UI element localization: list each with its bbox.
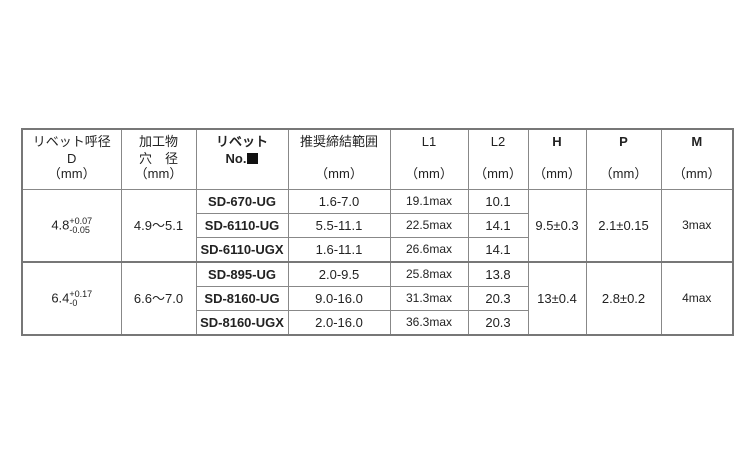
l1-value: 36.3max [389,310,469,336]
table-row: 6.4+0.17 -0 6.6～7.0 SD-895-UG 2.0-9.5 25.8max… [21,261,734,336]
l2-value: 10.1 [467,189,529,214]
header-h-label: H [552,134,562,149]
l2-value: 14.1 [467,213,529,238]
p-value: 2.8±0.2 [585,261,662,336]
header-m: M （mm） [660,128,734,190]
header-l1: L1 （mm） [389,128,469,190]
tolerance-plus: +0.17 [69,288,93,299]
l2-value: 20.3 [467,310,529,336]
grip-range: 5.5-11.1 [287,213,391,238]
header-hole-title: 加工物 [138,134,178,149]
l2-value: 20.3 [467,286,529,311]
rivet-model: SD-8160-UG [195,286,289,311]
table-row: SD-6110-UGX 1.6-11.1 26.6max 14.1 [22,237,733,263]
header-d-symbol: D [67,151,77,166]
l1-value: 26.6max [389,237,469,263]
header-l2-unit: （mm） [474,166,522,181]
header-rivet-title: リベット [215,134,268,149]
table-row: SD-6110-UG 5.5-11.1 22.5max 14.1 [22,213,733,238]
table-row: 4.8+0.07 -0.05 4.9～5.1 SD-670-UG 1.6-7.0 19.1… [21,189,734,263]
header-grip-title: 推奨締結範囲 [299,134,378,149]
hole-diameter: 4.9～5.1 [120,189,197,263]
header-row: リベット呼径 D （mm） 加工物穴 径（mm） リベット No. 推奨締結範囲 （mm… [21,128,734,190]
header-l2-label: L2 [490,134,506,149]
header-m-label: M [691,134,703,149]
l1-value: 25.8max [389,261,469,287]
rivet-model: SD-895-UG [195,261,289,287]
h-value: 13±0.4 [527,261,587,336]
header-hole: 加工物穴 径（mm） [120,128,197,190]
header-p-unit: （mm） [599,166,648,181]
header-hole-title2: 穴 径 [138,151,178,166]
header-l1-unit: （mm） [405,166,453,181]
grip-range: 9.0-16.0 [287,286,391,311]
l2-value: 14.1 [467,237,529,263]
tolerance: +0.17 -0 [69,288,93,308]
hole-diameter: 6.6～7.0 [120,261,197,336]
m-value: 3max [660,189,734,263]
square-icon [247,153,259,164]
header-p-label: P [619,134,628,149]
header-rivet-no: No. [225,151,247,166]
table-row: SD-8160-UGX 2.0-16.0 36.3max 20.3 [22,310,733,336]
l2-value: 13.8 [467,261,529,287]
header-m-unit: （mm） [672,166,721,181]
rivet-model: SD-8160-UGX [195,310,289,336]
rivet-model: SD-6110-UG [195,213,289,238]
l1-value: 22.5max [389,213,469,238]
m-value: 4max [660,261,734,336]
h-value: 9.5±0.3 [527,189,587,263]
tolerance-plus: +0.07 [69,215,93,226]
header-l1-label: L1 [421,134,437,149]
grip-range: 1.6-11.1 [287,237,391,263]
header-grip: 推奨締結範囲 （mm） [287,128,391,190]
l1-value: 31.3max [389,286,469,311]
header-h-unit: （mm） [533,166,581,181]
header-hole-unit: （mm） [134,166,183,181]
tolerance-minus: -0.05 [69,224,90,235]
header-p: P （mm） [585,128,662,190]
header-d: リベット呼径 D （mm） [21,128,122,190]
tolerance-minus: -0 [69,297,78,308]
header-h: H （mm） [527,128,587,190]
grip-range: 2.0-9.5 [287,261,391,287]
tolerance: +0.07 -0.05 [69,215,93,235]
rivet-model: SD-670-UG [195,189,289,214]
diameter-base: 6.4 [51,289,70,305]
nominal-diameter: 6.4+0.17 -0 [21,261,122,336]
p-value: 2.1±0.15 [585,189,662,263]
table-row: SD-8160-UG 9.0-16.0 31.3max 20.3 [22,286,733,311]
l1-value: 19.1max [389,189,469,214]
spec-table: リベット呼径 D （mm） 加工物穴 径（mm） リベット No. 推奨締結範囲 （mm… [21,128,734,336]
header-l2: L2 （mm） [467,128,529,190]
rivet-model: SD-6110-UGX [195,237,289,263]
grip-range: 1.6-7.0 [287,189,391,214]
nominal-diameter: 4.8+0.07 -0.05 [21,189,122,263]
header-d-unit: （mm） [47,166,96,181]
header-d-title: リベット呼径 [32,134,111,149]
header-rivet: リベット No. [195,128,289,190]
grip-range: 2.0-16.0 [287,310,391,336]
header-grip-unit: （mm） [315,166,363,181]
diameter-base: 4.8 [51,216,70,232]
